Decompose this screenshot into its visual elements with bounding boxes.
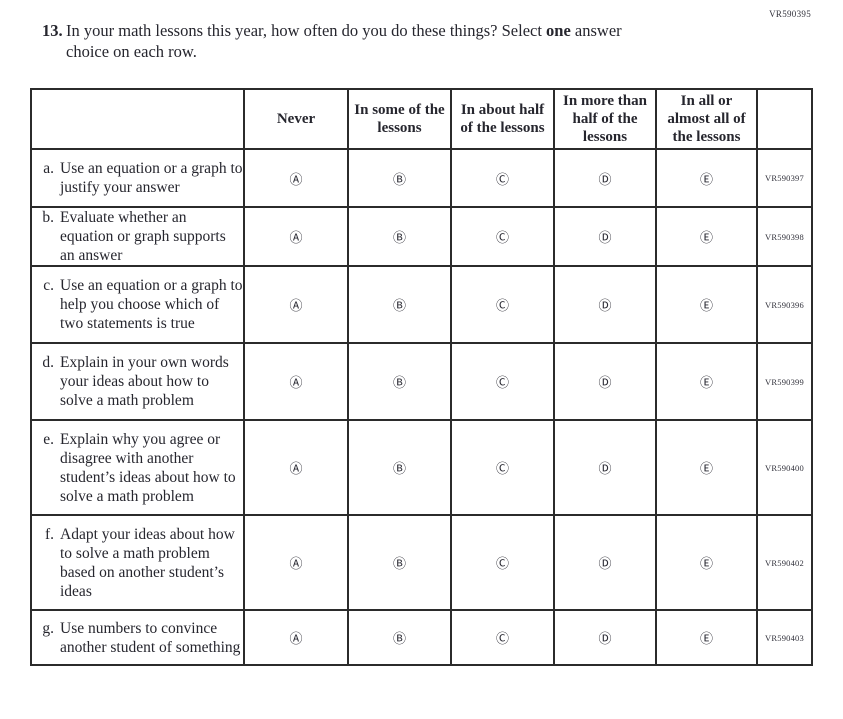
statement-cell: g. Use numbers to convince another stude… xyxy=(30,609,245,666)
row-letter: a. xyxy=(43,160,54,177)
matrix-body: a. Use an equation or a graph to justify… xyxy=(30,148,813,666)
answer-bubble-c-about-half[interactable]: Ⓒ xyxy=(450,265,555,344)
row-code: VR590400 xyxy=(756,419,813,516)
answer-bubble-e-all[interactable]: Ⓔ xyxy=(655,609,758,666)
row-statement: Use an equation or a graph to help you c… xyxy=(60,277,243,332)
answer-bubble-e-all[interactable]: Ⓔ xyxy=(655,206,758,267)
header-all-almost-all: In all or almost all of the lessons xyxy=(655,88,758,150)
answer-bubble-d-more-than-half[interactable]: Ⓓ xyxy=(553,265,657,344)
row-code: VR590403 xyxy=(756,609,813,666)
header-statement xyxy=(30,88,245,150)
row-statement: Explain why you agree or disagree with a… xyxy=(60,430,236,505)
answer-bubble-b-some[interactable]: Ⓑ xyxy=(347,206,452,267)
answer-bubble-b-some[interactable]: Ⓑ xyxy=(347,419,452,516)
answer-bubble-b-some[interactable]: Ⓑ xyxy=(347,609,452,666)
answer-bubble-e-all[interactable]: Ⓔ xyxy=(655,514,758,611)
answer-bubble-b-some[interactable]: Ⓑ xyxy=(347,342,452,421)
answer-bubble-b-some[interactable]: Ⓑ xyxy=(347,265,452,344)
answer-bubble-a-never[interactable]: Ⓐ xyxy=(243,148,349,208)
question-row: c. Use an equation or a graph to help yo… xyxy=(30,265,813,344)
row-statement: Use an equation or a graph to justify yo… xyxy=(60,160,243,196)
row-statement: Use numbers to convince another student … xyxy=(60,619,241,656)
answer-bubble-c-about-half[interactable]: Ⓒ xyxy=(450,514,555,611)
row-code: VR590396 xyxy=(756,265,813,344)
question-text-bold: one xyxy=(546,21,571,40)
question-row: e. Explain why you agree or disagree wit… xyxy=(30,419,813,516)
header-code xyxy=(756,88,813,150)
question-text-part1: In your math lessons this year, how ofte… xyxy=(66,21,547,40)
answer-bubble-b-some[interactable]: Ⓑ xyxy=(347,148,452,208)
row-statement: Adapt your ideas about how to solve a ma… xyxy=(60,525,235,600)
question-row: b. Evaluate whether an equation or graph… xyxy=(30,206,813,267)
answer-bubble-e-all[interactable]: Ⓔ xyxy=(655,265,758,344)
question-text-line2: choice on each row. xyxy=(66,42,197,61)
statement-cell: d. Explain in your own words your ideas … xyxy=(30,342,245,421)
header-never: Never xyxy=(243,88,349,150)
answer-bubble-d-more-than-half[interactable]: Ⓓ xyxy=(553,514,657,611)
answer-bubble-c-about-half[interactable]: Ⓒ xyxy=(450,609,555,666)
answer-bubble-d-more-than-half[interactable]: Ⓓ xyxy=(553,342,657,421)
question-row: d. Explain in your own words your ideas … xyxy=(30,342,813,421)
answer-bubble-c-about-half[interactable]: Ⓒ xyxy=(450,148,555,208)
answer-bubble-b-some[interactable]: Ⓑ xyxy=(347,514,452,611)
answer-bubble-c-about-half[interactable]: Ⓒ xyxy=(450,206,555,267)
answer-bubble-e-all[interactable]: Ⓔ xyxy=(655,148,758,208)
row-letter: b. xyxy=(42,209,54,226)
frequency-matrix-table: Never In some of the lessons In about ha… xyxy=(30,88,813,666)
header-some-lessons: In some of the lessons xyxy=(347,88,452,150)
statement-cell: e. Explain why you agree or disagree wit… xyxy=(30,419,245,516)
question-text-part2: answer xyxy=(570,21,622,40)
row-letter: f. xyxy=(44,525,54,543)
answer-bubble-c-about-half[interactable]: Ⓒ xyxy=(450,419,555,516)
answer-bubble-d-more-than-half[interactable]: Ⓓ xyxy=(553,148,657,208)
row-letter: g. xyxy=(42,619,54,637)
answer-bubble-d-more-than-half[interactable]: Ⓓ xyxy=(553,609,657,666)
answer-bubble-d-more-than-half[interactable]: Ⓓ xyxy=(553,206,657,267)
answer-bubble-a-never[interactable]: Ⓐ xyxy=(243,609,349,666)
question-13: 13. In your math lessons this year, how … xyxy=(42,20,622,62)
statement-cell: a. Use an equation or a graph to justify… xyxy=(30,148,245,208)
answer-bubble-a-never[interactable]: Ⓐ xyxy=(243,265,349,344)
statement-cell: f. Adapt your ideas about how to solve a… xyxy=(30,514,245,611)
row-letter: c. xyxy=(43,277,54,294)
row-statement: Explain in your own words your ideas abo… xyxy=(60,354,229,409)
row-code: VR590402 xyxy=(756,514,813,611)
question-row: f. Adapt your ideas about how to solve a… xyxy=(30,514,813,611)
answer-bubble-a-never[interactable]: Ⓐ xyxy=(243,514,349,611)
question-number: 13. xyxy=(42,21,63,40)
row-letter: d. xyxy=(42,354,54,371)
header-about-half: In about half of the lessons xyxy=(450,88,555,150)
answer-bubble-e-all[interactable]: Ⓔ xyxy=(655,419,758,516)
row-code: VR590398 xyxy=(756,206,813,267)
answer-bubble-e-all[interactable]: Ⓔ xyxy=(655,342,758,421)
statement-cell: b. Evaluate whether an equation or graph… xyxy=(30,206,245,267)
answer-bubble-a-never[interactable]: Ⓐ xyxy=(243,206,349,267)
header-more-than-half: In more than half of the lessons xyxy=(553,88,657,150)
answer-bubble-a-never[interactable]: Ⓐ xyxy=(243,419,349,516)
form-code: VR590395 xyxy=(769,9,811,19)
answer-bubble-c-about-half[interactable]: Ⓒ xyxy=(450,342,555,421)
row-letter: e. xyxy=(43,430,54,448)
row-statement: Evaluate whether an equation or graph su… xyxy=(60,209,226,264)
statement-cell: c. Use an equation or a graph to help yo… xyxy=(30,265,245,344)
row-code: VR590397 xyxy=(756,148,813,208)
header-row: Never In some of the lessons In about ha… xyxy=(30,88,813,150)
answer-bubble-a-never[interactable]: Ⓐ xyxy=(243,342,349,421)
question-row: a. Use an equation or a graph to justify… xyxy=(30,148,813,208)
question-text: In your math lessons this year, how ofte… xyxy=(66,20,622,62)
question-row: g. Use numbers to convince another stude… xyxy=(30,609,813,666)
answer-bubble-d-more-than-half[interactable]: Ⓓ xyxy=(553,419,657,516)
row-code: VR590399 xyxy=(756,342,813,421)
